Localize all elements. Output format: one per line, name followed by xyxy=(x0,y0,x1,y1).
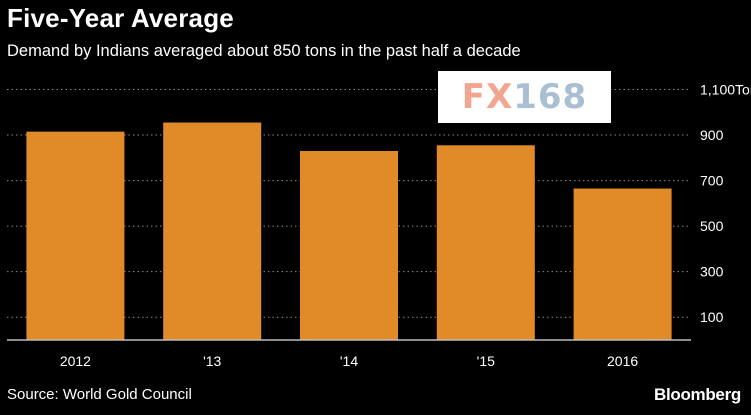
watermark-fx: FX xyxy=(461,77,514,117)
y-axis-ticks: 100 300 500 700 900 1,100Tons xyxy=(700,82,751,326)
bloomberg-logo: Bloomberg xyxy=(653,385,741,404)
y-tick-label: 100 xyxy=(700,309,724,325)
bar xyxy=(26,131,125,340)
x-tick-label: 2012 xyxy=(60,353,91,369)
source-note: Source: World Gold Council xyxy=(7,386,192,403)
x-tick-label: '13 xyxy=(203,353,221,369)
x-axis-ticks: 2012 '13 '14 '15 2016 xyxy=(60,353,639,369)
y-tick-label: 500 xyxy=(700,218,724,234)
x-tick-label: 2016 xyxy=(607,353,638,369)
chart-subtitle: Demand by Indians averaged about 850 ton… xyxy=(7,42,521,60)
chart-title: Five-Year Average xyxy=(7,3,234,33)
bar xyxy=(300,150,398,340)
x-tick-label: '15 xyxy=(477,353,495,369)
x-tick-label: '14 xyxy=(340,353,358,369)
y-tick-label: 1,100Tons xyxy=(700,82,751,98)
bars xyxy=(26,122,672,341)
bar xyxy=(436,145,535,340)
y-tick-label: 300 xyxy=(700,264,724,280)
bar xyxy=(573,188,672,340)
bar xyxy=(163,122,262,341)
fx168-watermark-logo: FX 168 xyxy=(438,71,611,123)
y-tick-label: 900 xyxy=(700,127,724,143)
y-tick-label: 700 xyxy=(700,173,724,189)
watermark-168: 168 xyxy=(513,77,588,117)
